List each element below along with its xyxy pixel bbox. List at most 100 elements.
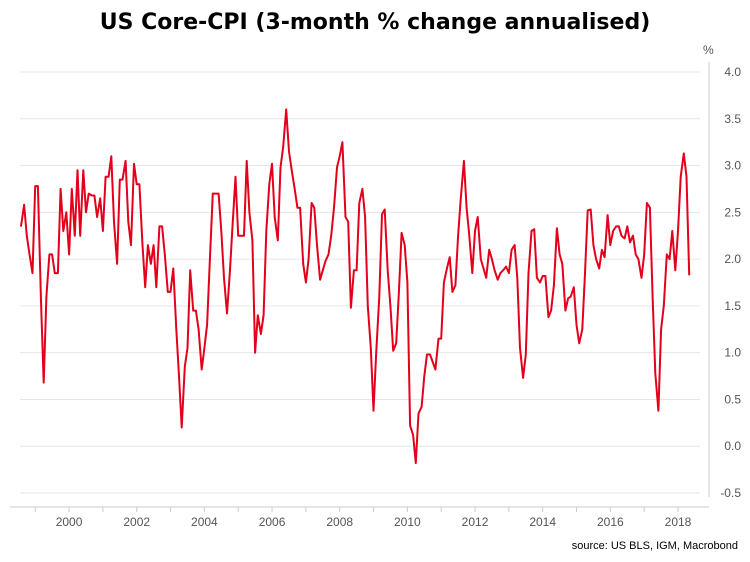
data-point bbox=[372, 410, 375, 412]
y-tick-label: -0.5 bbox=[720, 486, 741, 500]
data-point bbox=[37, 185, 39, 187]
data-point bbox=[28, 253, 31, 256]
data-point bbox=[316, 244, 318, 246]
data-point bbox=[336, 166, 338, 169]
data-point bbox=[488, 249, 490, 251]
data-point bbox=[497, 279, 499, 281]
data-point bbox=[201, 368, 203, 371]
data-point bbox=[592, 244, 595, 246]
data-point bbox=[274, 216, 276, 218]
data-point bbox=[251, 239, 254, 241]
data-point bbox=[420, 406, 423, 408]
data-point bbox=[539, 281, 541, 284]
data-point bbox=[587, 209, 589, 212]
data-point bbox=[434, 368, 437, 371]
data-point bbox=[595, 258, 597, 260]
data-point bbox=[629, 241, 631, 243]
data-point bbox=[344, 216, 347, 218]
data-point bbox=[449, 256, 451, 258]
data-point bbox=[381, 213, 383, 215]
data-point bbox=[147, 244, 149, 246]
data-point bbox=[440, 338, 442, 340]
data-point bbox=[127, 221, 129, 223]
data-point bbox=[198, 328, 200, 330]
data-point bbox=[45, 295, 47, 298]
data-point bbox=[378, 295, 380, 298]
data-point bbox=[607, 214, 609, 216]
data-point bbox=[341, 141, 344, 143]
data-point bbox=[294, 188, 296, 190]
x-tick-label: 2010 bbox=[394, 515, 421, 529]
data-point bbox=[65, 211, 67, 213]
data-point bbox=[494, 269, 496, 271]
data-point bbox=[88, 193, 90, 195]
data-point bbox=[417, 412, 420, 415]
data-point bbox=[161, 225, 163, 227]
data-point bbox=[508, 272, 510, 274]
data-point bbox=[530, 230, 533, 232]
data-point bbox=[367, 305, 369, 307]
data-point bbox=[375, 352, 377, 354]
data-point bbox=[59, 188, 62, 190]
data-point bbox=[108, 176, 110, 178]
data-point bbox=[169, 291, 172, 293]
data-point bbox=[40, 300, 42, 302]
data-point bbox=[144, 286, 146, 288]
data-point bbox=[666, 253, 668, 256]
data-point bbox=[680, 176, 682, 178]
data-point bbox=[491, 258, 493, 260]
data-point bbox=[305, 281, 307, 284]
data-point bbox=[85, 211, 87, 213]
data-point bbox=[279, 166, 282, 169]
x-tick-label: 2000 bbox=[56, 515, 83, 529]
data-point bbox=[34, 185, 36, 187]
y-tick-label: 0.0 bbox=[724, 439, 741, 453]
data-point bbox=[477, 216, 479, 218]
data-point bbox=[31, 272, 34, 274]
data-point bbox=[683, 152, 685, 154]
data-point bbox=[299, 207, 301, 209]
data-point bbox=[110, 155, 112, 157]
data-point bbox=[612, 230, 614, 232]
data-point bbox=[223, 277, 225, 279]
data-point bbox=[443, 281, 445, 284]
x-axis: 2000 2002 2004 2006 2008 2010 2012 2014 2016 2018 bbox=[10, 506, 709, 529]
data-point bbox=[153, 244, 155, 246]
data-point bbox=[542, 275, 544, 277]
data-point bbox=[471, 272, 473, 274]
data-point bbox=[575, 324, 578, 326]
data-point bbox=[609, 244, 611, 246]
data-point bbox=[615, 225, 617, 227]
data-point bbox=[167, 291, 169, 293]
data-point bbox=[226, 312, 228, 314]
y-tick-label: 3.5 bbox=[724, 112, 741, 126]
data-point bbox=[573, 286, 575, 288]
data-point bbox=[313, 207, 315, 209]
data-point bbox=[356, 269, 358, 271]
data-point bbox=[412, 434, 414, 436]
data-point bbox=[51, 253, 53, 256]
data-point bbox=[234, 176, 237, 178]
chart-title: US Core-CPI (3-month % change annualised… bbox=[99, 10, 651, 35]
data-point bbox=[460, 197, 462, 199]
data-point bbox=[618, 225, 620, 227]
data-point bbox=[559, 253, 561, 256]
data-point bbox=[671, 230, 673, 232]
data-point bbox=[640, 277, 643, 279]
data-point bbox=[184, 366, 186, 368]
data-point bbox=[102, 230, 104, 232]
data-point bbox=[446, 267, 448, 270]
data-point bbox=[668, 258, 671, 260]
data-point bbox=[454, 284, 457, 286]
data-point bbox=[43, 382, 45, 384]
data-point bbox=[601, 249, 603, 251]
data-point bbox=[474, 230, 476, 232]
data-point bbox=[660, 328, 662, 330]
data-point bbox=[82, 169, 84, 171]
data-point bbox=[119, 178, 121, 181]
data-point bbox=[502, 269, 504, 271]
data-point bbox=[564, 309, 566, 312]
data-point bbox=[598, 267, 600, 270]
data-point bbox=[654, 372, 656, 374]
data-point bbox=[652, 295, 654, 298]
